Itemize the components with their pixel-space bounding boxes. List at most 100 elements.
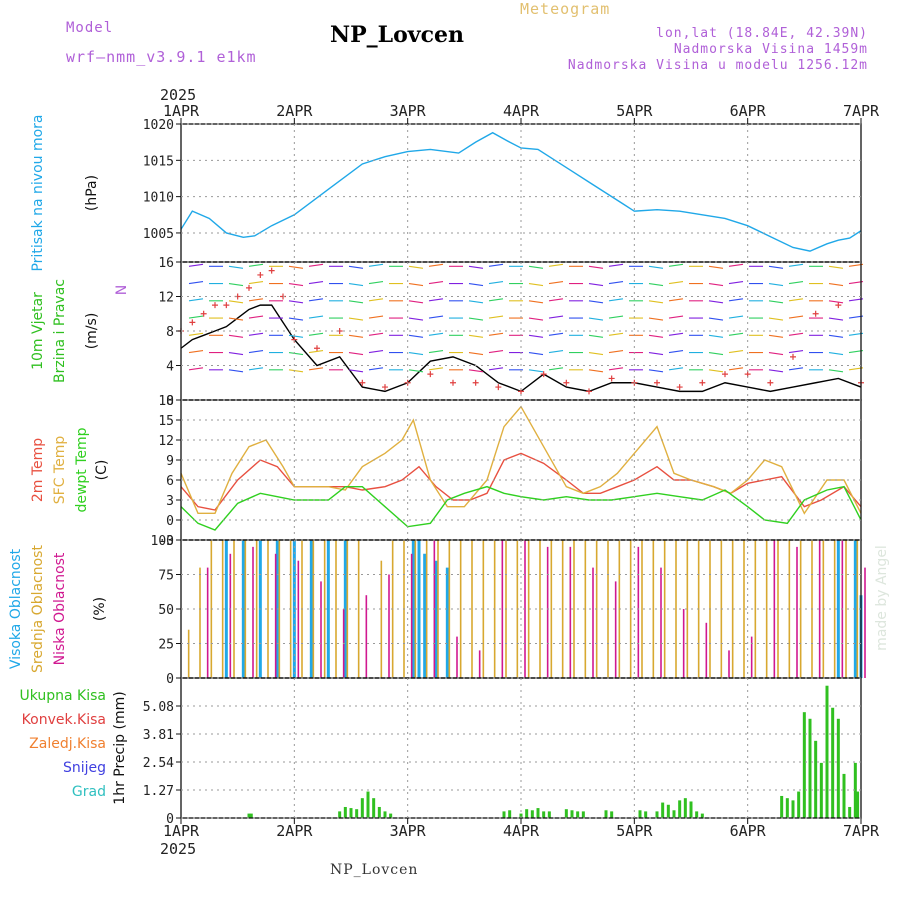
wind-barb: [428, 332, 444, 336]
wind-barb: [428, 281, 444, 285]
wind-barb: [668, 367, 684, 371]
y-tick-label: 3.81: [143, 728, 174, 743]
wind-barb: [828, 334, 844, 338]
wind-barb: [528, 334, 544, 338]
model-name: wrf–nmm_v3.9.1 e1km: [66, 48, 257, 66]
wind-barb: [648, 265, 664, 269]
y-tick-label: 9: [166, 454, 174, 469]
wind-barb: [788, 263, 804, 267]
precip-bar: [836, 718, 840, 818]
wind-barb: [288, 352, 304, 356]
wind-barb: [368, 315, 384, 319]
wind-barb: [668, 315, 684, 319]
y-tick-label: 5.08: [143, 700, 174, 715]
footer-station: NP_Lovcen: [330, 862, 419, 878]
precip-bar: [383, 811, 387, 818]
wind-barb: [548, 281, 564, 285]
precip-bar: [638, 810, 642, 818]
precip-bar: [856, 791, 860, 818]
wind-barb: [468, 265, 484, 269]
precip-bar: [661, 802, 665, 818]
wind-gust-marker: [427, 371, 434, 378]
cloud-label-1: Srednja Oblacnost: [30, 545, 46, 673]
wind-gust-marker: [835, 302, 842, 309]
wind-barb: [288, 334, 304, 338]
wind-barb: [188, 315, 204, 319]
wind-barb: [728, 298, 744, 302]
wind-barb: [488, 367, 504, 371]
wind-barb: [648, 317, 664, 321]
wind-barb: [828, 283, 844, 287]
wind-gust-marker: [268, 267, 275, 274]
wind-barb: [708, 283, 724, 287]
wind-barb: [768, 300, 784, 304]
wind-barb: [828, 352, 844, 356]
date-label-bottom: 7APR: [843, 822, 880, 840]
wind-barb: [408, 334, 424, 338]
panel-frame-temperature: [180, 399, 862, 541]
panel-frame-pressure: [180, 123, 862, 263]
wind-barb: [288, 317, 304, 321]
precip-bar: [604, 810, 608, 818]
y-tick-label: 2.54: [143, 756, 174, 771]
wind-barb: [408, 369, 424, 373]
precip-legend-2: Zaledj.Kisa: [29, 736, 106, 752]
precip-bar: [576, 811, 580, 818]
temp-label-0: 2m Temp: [30, 438, 46, 502]
y-tick-label: 18: [158, 394, 174, 409]
precip-bar: [791, 800, 795, 818]
y-tick-label: 75: [158, 569, 174, 584]
temp-label-1: SFC Temp: [52, 436, 68, 505]
date-label-bottom: 4APR: [503, 822, 540, 840]
wind-barb: [608, 281, 624, 285]
wind-barb: [828, 300, 844, 304]
precip-bar: [853, 762, 857, 818]
wind-barb: [188, 367, 204, 371]
precip-bar: [700, 813, 704, 818]
wind-barb: [728, 350, 744, 354]
year-label-bottom: 2025: [160, 840, 196, 858]
date-label-bottom: 3APR: [390, 822, 427, 840]
wind-gust-marker: [540, 371, 547, 378]
y-tick-label: 1.27: [143, 784, 174, 799]
wind-barb: [728, 332, 744, 336]
cloud-label-2: Niska Oblacnost: [52, 552, 68, 665]
wind-barb: [588, 300, 604, 304]
wind-gust-marker: [608, 375, 615, 382]
temp-line-2: [180, 485, 862, 531]
y-tick-label: 1015: [143, 154, 174, 169]
wind-gust-marker: [722, 371, 728, 378]
wind-barb: [648, 369, 664, 373]
y-tick-label: 0: [166, 394, 174, 409]
wind-barb: [788, 315, 804, 319]
date-label-top: 3APR: [390, 102, 427, 120]
wind-gust-marker: [699, 379, 706, 386]
wind-barb: [728, 263, 744, 267]
wind-barb: [288, 300, 304, 304]
wind-barb: [348, 317, 364, 321]
wind-label-1: 10m Vjetar: [30, 292, 46, 370]
wind-barb: [648, 352, 664, 356]
y-tick-label: -3: [158, 534, 174, 549]
wind-gust-marker: [257, 271, 264, 278]
wind-barb: [188, 263, 204, 267]
wind-barb: [648, 283, 664, 287]
wind-barb: [468, 317, 484, 321]
wind-gust-marker: [450, 379, 456, 386]
precip-bar: [536, 808, 540, 818]
wind-barb: [708, 300, 724, 304]
precip-bar: [689, 801, 693, 818]
wind-barb: [548, 298, 564, 302]
panel-frame-precip: [180, 677, 862, 819]
wind-barb: [728, 281, 744, 285]
wind-barb: [728, 367, 744, 371]
wind-barb: [228, 352, 244, 356]
precip-bar: [508, 810, 512, 818]
wind-barb: [828, 317, 844, 321]
precip-bar: [842, 773, 846, 818]
wind-barb: [668, 263, 684, 267]
chart-panels: [178, 131, 866, 818]
wind-barb: [248, 263, 264, 267]
wind-barb: [348, 300, 364, 304]
y-tick-label: 4: [166, 360, 174, 375]
